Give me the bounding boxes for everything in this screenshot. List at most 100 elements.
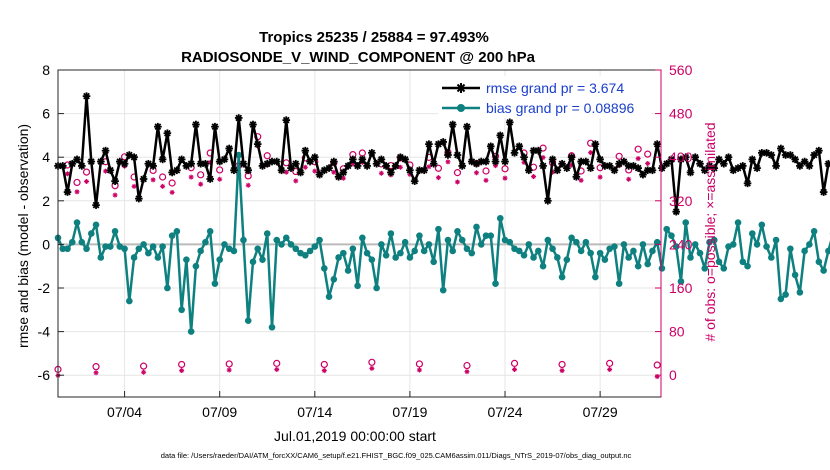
rmse-point [325, 164, 333, 172]
bias-point [806, 241, 813, 248]
bias-point [473, 223, 480, 231]
obs-assimilated-point [245, 182, 251, 188]
rmse-point [805, 162, 814, 170]
rmse-point [772, 162, 780, 170]
bias-point [59, 245, 67, 253]
obs-possible-point [510, 359, 519, 367]
obs-assimilated-point [302, 164, 308, 170]
obs-assimilated-point [378, 170, 384, 176]
bias-point [406, 254, 414, 261]
obs-assimilated-point [531, 174, 537, 180]
bias-point [525, 241, 533, 248]
y-tick-label: 2 [42, 193, 50, 209]
obs-assimilated-point [426, 164, 432, 170]
rmse-point [520, 153, 528, 161]
rmse-point [296, 168, 305, 177]
rmse-point [724, 153, 733, 161]
bias-point [330, 275, 338, 283]
obs-assimilated-point [74, 189, 80, 195]
bias-point [672, 243, 680, 250]
rmse-point [748, 155, 757, 164]
bias-point [354, 282, 361, 290]
obs-assimilated-point [512, 366, 518, 372]
bias-point [397, 249, 404, 257]
x-tick-label: 07/19 [392, 404, 427, 420]
rmse-point [239, 159, 248, 168]
bias-point [102, 243, 109, 250]
obs-possible-point [453, 169, 462, 177]
rmse-point [753, 164, 761, 172]
rmse-point [187, 159, 195, 168]
legend-rmse-label: rmse grand pr = 3.674 [486, 80, 624, 96]
rmse-point [463, 122, 471, 131]
bias-point [183, 256, 190, 263]
rmse-point [92, 201, 100, 209]
rmse-point [634, 164, 642, 172]
rmse-point [201, 159, 210, 168]
rmse-point [439, 138, 447, 146]
bias-point [554, 254, 561, 261]
obs-possible-point [73, 178, 81, 187]
bias-point [496, 214, 504, 222]
data-file-footnote: data file: /Users/raeder/DAI/ATM_forcXX/… [161, 451, 632, 460]
rmse-point [610, 166, 619, 175]
bias-point [240, 236, 247, 244]
obs-possible-point [159, 173, 167, 181]
bias-point [677, 278, 685, 285]
bias-point [416, 232, 423, 239]
obs-assimilated-point [65, 171, 71, 177]
bias-point [587, 249, 594, 257]
bias-point [744, 262, 751, 270]
bias-point [135, 245, 143, 253]
bias-point [515, 247, 523, 255]
obs-possible-point [216, 166, 224, 174]
bias-point [810, 228, 818, 235]
bias-point [535, 247, 542, 255]
x-axis-label: Jul.01,2019 00:00:00 start [274, 428, 436, 444]
bias-point [430, 258, 437, 266]
y-tick-label: 4 [42, 149, 50, 165]
bias-point [306, 247, 314, 255]
rmse-point [63, 188, 72, 196]
obs-assimilated-point [435, 175, 441, 181]
y-tick-label: -4 [38, 324, 51, 340]
rmse-point [87, 157, 96, 166]
rmse-point [177, 155, 186, 164]
bias-point [349, 245, 357, 253]
bias-point [653, 238, 661, 246]
rmse-point [791, 155, 799, 164]
rmse-point [139, 175, 148, 183]
rmse-point [524, 166, 533, 175]
bias-point [149, 243, 157, 250]
obs-possible-point [615, 152, 623, 160]
bias-point [663, 225, 671, 233]
bias-point [340, 249, 347, 257]
bias-point [791, 271, 799, 279]
obs-assimilated-point [150, 177, 156, 183]
bias-point [68, 238, 76, 246]
bias-point [249, 258, 257, 266]
rmse-point [710, 164, 719, 172]
rmse-point [662, 159, 671, 168]
bias-point [111, 228, 119, 235]
rmse-point [548, 155, 557, 164]
bias-point [130, 254, 138, 261]
bias-point [287, 241, 295, 248]
rmse-point [686, 168, 695, 177]
rmse-point [391, 162, 400, 170]
bias-point [187, 328, 195, 335]
bias-point [325, 293, 333, 301]
bias-point [192, 262, 200, 270]
bias-point [444, 236, 452, 244]
bias-point [596, 249, 604, 257]
bias-point [482, 232, 490, 239]
chart-subtitle: RADIOSONDE_V_WIND_COMPONENT @ 200 hPa [181, 49, 536, 66]
bias-point [126, 297, 133, 305]
bias-point [825, 247, 830, 255]
rmse-point [234, 114, 243, 122]
bias-point [630, 247, 637, 255]
bias-point [244, 317, 252, 325]
obs-assimilated-point [588, 150, 594, 156]
bias-point [420, 247, 428, 255]
